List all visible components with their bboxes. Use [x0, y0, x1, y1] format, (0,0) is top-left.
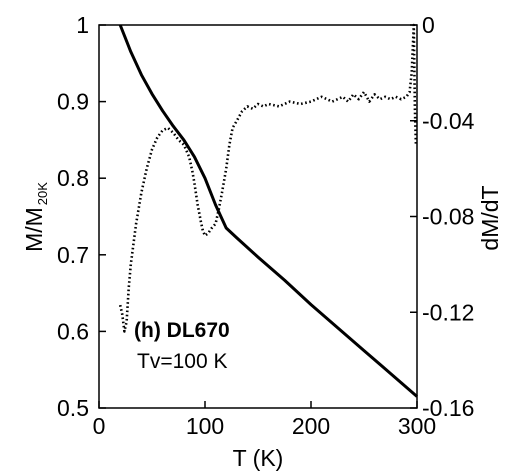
y-right-tick-label: -0.08: [422, 204, 474, 230]
x-axis-title: T (K): [233, 445, 284, 471]
y-axis-right-title: dM/dT: [477, 185, 503, 250]
y-right-tick-label: -0.04: [422, 108, 475, 134]
series-layer: [118, 23, 418, 398]
y-right-tick-label: -0.12: [422, 299, 474, 325]
y-axis-left-title-sub: 20K: [35, 182, 50, 205]
y-axis-left-title-main: M/M: [21, 207, 47, 252]
x-tick-label: 0: [93, 413, 106, 439]
annotation-sample: (h) DL670: [134, 319, 230, 342]
y-left-tick-label: 1: [76, 12, 89, 38]
y-left-tick-label: 0.9: [57, 89, 89, 115]
y-right-tick-label: -0.16: [422, 395, 474, 421]
y-left-tick-label: 0.8: [57, 165, 89, 191]
series-line-magnetization: [118, 24, 418, 398]
y-left-tick-label: 0.5: [57, 395, 89, 421]
y-axis-left-title: M/M 20K: [21, 182, 50, 252]
series-line-dMdT: [118, 23, 418, 333]
x-tick-label: 200: [292, 413, 330, 439]
y-left-tick-label: 0.7: [57, 242, 89, 268]
x-tick-label: 300: [398, 413, 436, 439]
y-right-tick-label: 0: [422, 12, 435, 38]
y-left-tick-label: 0.6: [57, 318, 89, 344]
annotation-tv: Tv=100 K: [137, 350, 227, 373]
x-tick-label: 100: [186, 413, 224, 439]
tick-labels: 0 100 200 300 0.5 0.6 0.7 0.8 0.9 1 0 -0.04 -0.08 -0.…: [57, 12, 475, 439]
ticks: [98, 24, 418, 409]
